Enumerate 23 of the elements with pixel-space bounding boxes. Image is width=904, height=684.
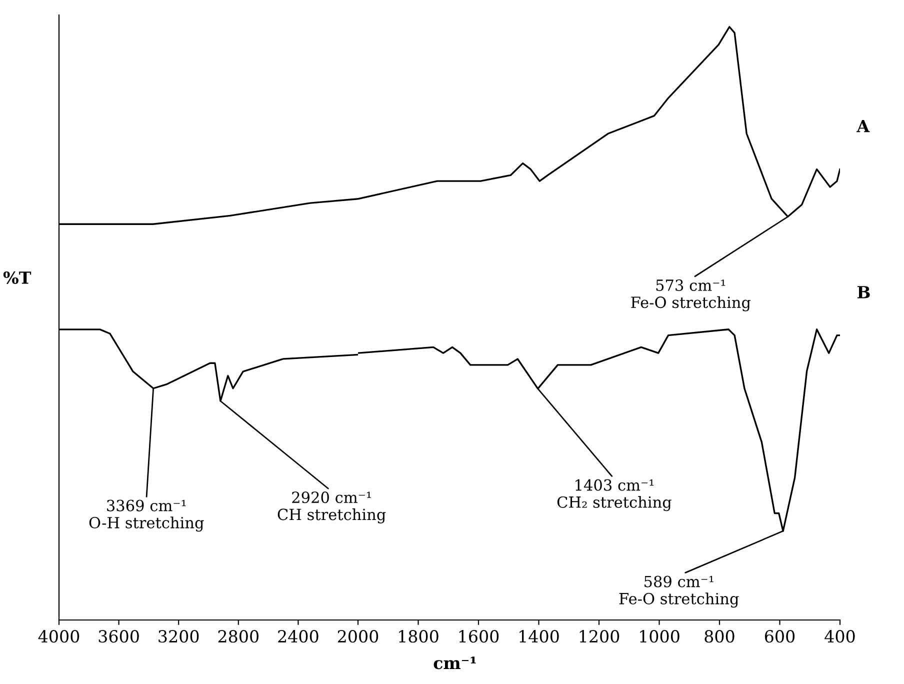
- x-tick-label: 2400: [278, 630, 318, 643]
- text: A: [856, 120, 870, 132]
- x-tick-label: 1600: [459, 630, 499, 643]
- x-tick-label: 600: [764, 630, 795, 643]
- x-tick-label: 1400: [520, 630, 559, 643]
- x-tick-label: 2800: [218, 630, 258, 643]
- x-tick-label: 3200: [158, 630, 199, 643]
- x-tick-label: 1800: [399, 630, 438, 643]
- x-tick-label: 1000: [640, 630, 680, 643]
- y-axis-title: %T: [3, 271, 32, 284]
- x-tick-label: 400: [824, 630, 855, 643]
- x-tick-label: 2000: [338, 630, 378, 643]
- annotation: 589 cm⁻¹ Fe-O stretching: [619, 576, 739, 608]
- x-tick-label: 3600: [98, 630, 139, 643]
- annotation: 1403 cm⁻¹ CH₂ stretching: [557, 479, 672, 512]
- x-tick-label: 1200: [580, 630, 620, 643]
- x-axis-title: cm⁻¹: [434, 656, 476, 670]
- annotation: 2920 cm⁻¹ CH stretching: [278, 492, 386, 524]
- text: B: [857, 286, 870, 298]
- x-tick-label: 4000: [38, 630, 80, 643]
- annotation: 3369 cm⁻¹ O-H stretching: [89, 500, 204, 532]
- annotation: 573 cm⁻¹ Fe-O stretching: [631, 279, 751, 312]
- x-tick-label: 800: [704, 630, 734, 643]
